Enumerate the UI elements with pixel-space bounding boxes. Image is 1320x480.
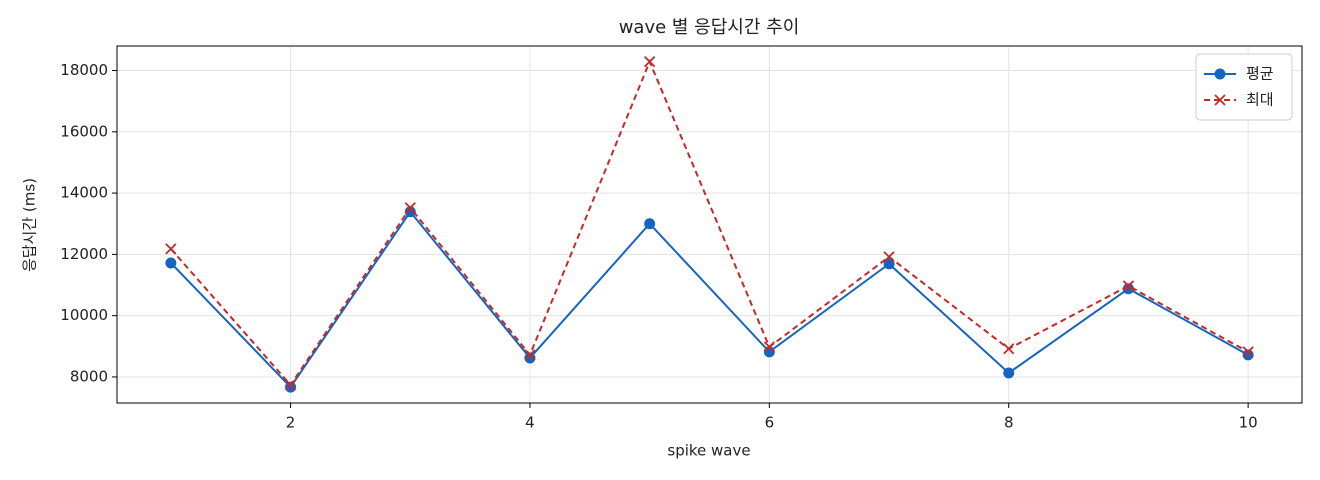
marker-x (165, 243, 177, 255)
x-tick-label: 6 (765, 414, 775, 432)
marker-x (1214, 94, 1226, 106)
marker-x (1122, 280, 1135, 292)
marker (524, 352, 536, 364)
marker (1242, 346, 1254, 358)
marker (1122, 283, 1134, 295)
x-tick-label: 2 (286, 414, 296, 432)
marker (284, 379, 297, 391)
y-tick-label: 12000 (60, 245, 108, 263)
marker (404, 206, 416, 218)
marker (883, 251, 895, 263)
x-tick-label: 8 (1004, 414, 1014, 432)
marker (763, 341, 775, 353)
legend-label: 최대 (1246, 91, 1274, 109)
x-tick-label: 4 (525, 414, 535, 432)
y-tick-label: 14000 (60, 184, 108, 202)
chart-title: wave 별 응답시간 추이 (619, 17, 800, 38)
y-tick-label: 8000 (70, 367, 108, 385)
marker (1122, 280, 1135, 292)
marker (1214, 68, 1226, 80)
x-tick-label: 10 (1239, 414, 1258, 432)
marker (404, 202, 416, 214)
x-axis-label: spike wave (667, 442, 750, 460)
marker-x (524, 349, 536, 361)
marker-x (1242, 346, 1254, 358)
plot-frame (116, 45, 1303, 404)
marker (644, 55, 656, 68)
marker (524, 349, 536, 361)
marker (644, 218, 656, 230)
marker-x (1003, 343, 1015, 355)
series-line (170, 210, 1249, 389)
marker (1003, 343, 1015, 355)
marker (1242, 349, 1254, 361)
marker-x (883, 251, 895, 263)
marker (165, 243, 177, 255)
marker-x (284, 379, 297, 391)
series-line (170, 59, 1249, 387)
legend-box (1195, 53, 1293, 121)
marker (1003, 367, 1015, 379)
marker-x (644, 55, 656, 68)
y-axis-label: 응답시간 (ms) (21, 178, 39, 272)
y-tick-label: 10000 (60, 306, 108, 324)
y-tick-label: 16000 (60, 122, 108, 140)
marker (165, 257, 177, 269)
legend-label: 평균 (1246, 65, 1274, 83)
marker (285, 381, 297, 393)
marker-x (763, 341, 775, 353)
marker (883, 258, 895, 270)
y-tick-label: 18000 (60, 61, 108, 79)
marker-x (404, 202, 416, 214)
marker (1214, 94, 1226, 106)
